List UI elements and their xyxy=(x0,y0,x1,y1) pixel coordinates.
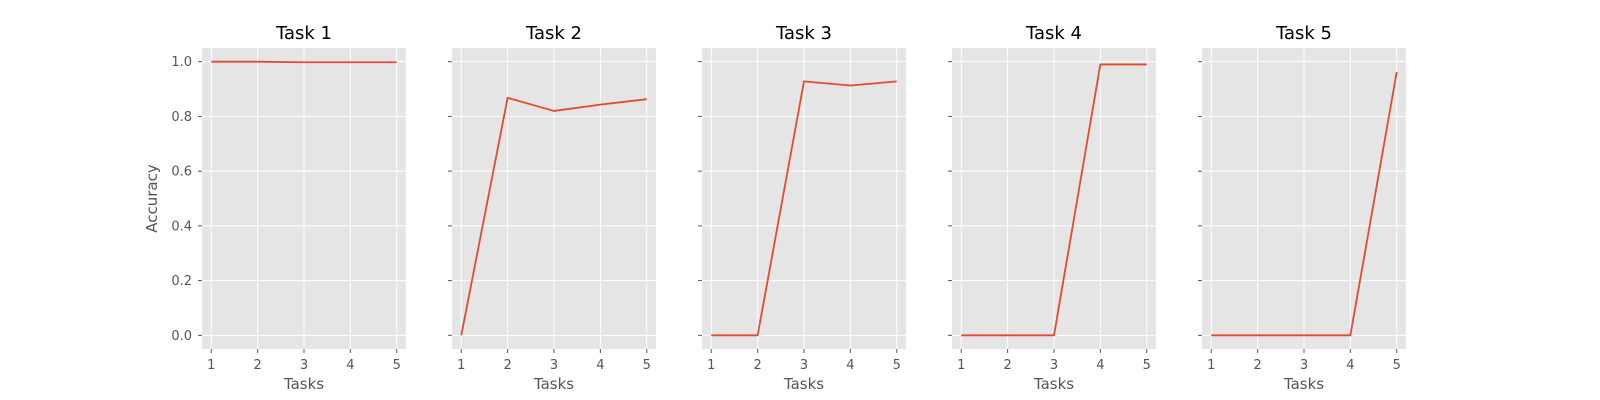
x-tick-label: 2 xyxy=(1253,358,1261,373)
x-tick-label: 1 xyxy=(707,358,715,373)
x-tick-label: 3 xyxy=(550,358,558,373)
series-line xyxy=(460,96,647,336)
series-line xyxy=(211,60,397,64)
x-axis-label: Tasks xyxy=(283,375,324,393)
x-tick-label: 4 xyxy=(346,358,354,373)
y-tick-label: 0.4 xyxy=(171,219,192,234)
subplot-task-1: 1 2 3 4 5 0.0 0.2 0.4 0.6 0.8 1.0 Task 1 Tasks Accura… xyxy=(143,23,406,393)
x-tick-label: 5 xyxy=(1143,358,1151,373)
subplot-task-3: 1 2 3 4 5 Task 3 Tasks xyxy=(698,23,906,393)
y-tick-label: 0.2 xyxy=(171,274,192,289)
x-tick-label: 2 xyxy=(753,358,761,373)
x-tick-label: 5 xyxy=(1393,358,1401,373)
x-tick-label: 2 xyxy=(1003,358,1011,373)
y-tick-label: 0.0 xyxy=(171,329,192,344)
series-line xyxy=(961,63,1147,337)
subplot-task-2: 1 2 3 4 5 Task 2 Tasks xyxy=(448,23,656,393)
x-tick-label: 3 xyxy=(1300,358,1308,373)
x-axis-label: Tasks xyxy=(533,375,574,393)
subplot-task-5: 1 2 3 4 5 Task 5 Tasks xyxy=(1198,23,1406,393)
x-axis-label: Tasks xyxy=(1033,375,1074,393)
subplot-task-4: 1 2 3 4 5 Task 4 Tasks xyxy=(948,23,1156,393)
x-tick-label: 4 xyxy=(1346,358,1354,373)
x-tick-label: 5 xyxy=(643,358,651,373)
panel-title: Task 1 xyxy=(275,23,332,44)
x-tick-label: 1 xyxy=(207,358,215,373)
panel-title: Task 5 xyxy=(1275,23,1332,44)
x-tick-label: 3 xyxy=(800,358,808,373)
y-tick-label: 0.8 xyxy=(171,110,192,125)
panel-title: Task 3 xyxy=(775,23,832,44)
x-tick-label: 4 xyxy=(596,358,604,373)
x-tick-label: 4 xyxy=(846,358,854,373)
x-axis-label: Tasks xyxy=(783,375,824,393)
x-axis-label: Tasks xyxy=(1283,375,1324,393)
series-line xyxy=(1211,71,1398,337)
y-axis-label: Accuracy xyxy=(143,164,161,233)
x-tick-label: 1 xyxy=(957,358,965,373)
x-tick-label: 2 xyxy=(503,358,511,373)
panel-title: Task 4 xyxy=(1025,23,1082,44)
x-tick-label: 5 xyxy=(393,358,401,373)
panel-title: Task 2 xyxy=(525,23,582,44)
x-tick-label: 4 xyxy=(1096,358,1104,373)
y-tick-label: 1.0 xyxy=(171,55,192,70)
x-tick-label: 3 xyxy=(300,358,308,373)
x-tick-label: 1 xyxy=(1207,358,1215,373)
x-tick-label: 5 xyxy=(893,358,901,373)
y-tick-label: 0.6 xyxy=(171,165,192,180)
x-tick-label: 2 xyxy=(253,358,261,373)
series-line xyxy=(711,80,897,337)
x-tick-label: 1 xyxy=(457,358,465,373)
x-tick-label: 3 xyxy=(1050,358,1058,373)
